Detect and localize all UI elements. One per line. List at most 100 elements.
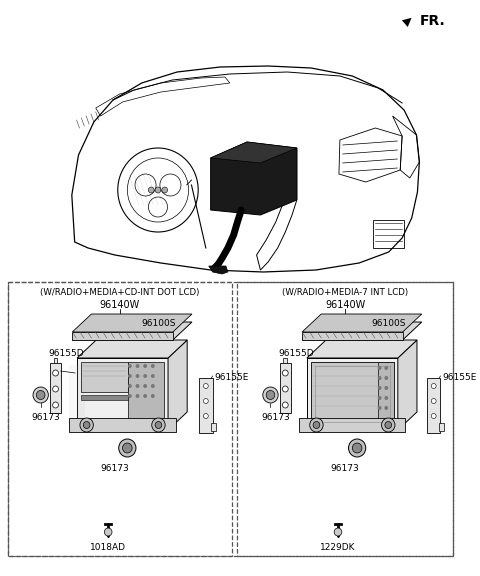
Circle shape [204, 414, 208, 419]
Text: 96173: 96173 [330, 464, 359, 473]
Circle shape [266, 391, 275, 400]
Circle shape [119, 439, 136, 457]
Circle shape [352, 443, 362, 453]
Circle shape [122, 443, 132, 453]
Circle shape [378, 396, 382, 400]
Circle shape [148, 187, 154, 193]
Polygon shape [168, 340, 187, 430]
Bar [311, 362, 394, 426]
Bar [299, 418, 406, 432]
Circle shape [53, 370, 59, 376]
Bar [128, 362, 164, 425]
Bar [307, 358, 398, 430]
Bar [81, 362, 128, 392]
Text: FR.: FR. [420, 14, 445, 28]
Text: 96155E: 96155E [443, 373, 477, 382]
Polygon shape [211, 142, 297, 163]
Circle shape [204, 399, 208, 404]
Bar [199, 378, 213, 433]
Circle shape [104, 528, 112, 536]
Text: 96173: 96173 [100, 464, 129, 473]
Circle shape [282, 386, 288, 392]
Circle shape [348, 439, 366, 457]
Circle shape [282, 402, 288, 408]
Text: 96173: 96173 [31, 413, 60, 422]
Circle shape [282, 370, 288, 376]
Text: 96100S: 96100S [372, 319, 406, 328]
Text: 96155E: 96155E [215, 373, 249, 382]
Circle shape [385, 422, 392, 429]
Circle shape [378, 366, 382, 370]
Circle shape [384, 376, 388, 380]
Circle shape [378, 386, 382, 390]
Circle shape [378, 406, 382, 410]
Circle shape [155, 422, 162, 429]
Polygon shape [77, 340, 187, 358]
Circle shape [53, 386, 59, 392]
Circle shape [128, 394, 132, 398]
Bar [72, 332, 173, 340]
Circle shape [162, 187, 168, 193]
Circle shape [135, 364, 139, 368]
Polygon shape [302, 322, 422, 340]
Circle shape [135, 394, 139, 398]
Text: 1018AD: 1018AD [90, 543, 126, 552]
Polygon shape [72, 322, 192, 340]
Text: 96140W: 96140W [325, 300, 365, 310]
Bar [70, 418, 176, 432]
Bar [8, 282, 232, 556]
Circle shape [80, 418, 93, 432]
Circle shape [384, 366, 388, 370]
Circle shape [384, 396, 388, 400]
Text: 96100S: 96100S [142, 319, 176, 328]
Bar [211, 423, 216, 431]
Circle shape [432, 399, 436, 404]
Polygon shape [209, 266, 228, 274]
Polygon shape [72, 314, 192, 332]
Circle shape [135, 374, 139, 378]
Bar [439, 423, 444, 431]
Text: (W/RADIO+MEDIA+CD-INT DOT LCD): (W/RADIO+MEDIA+CD-INT DOT LCD) [40, 288, 199, 297]
Bar [238, 282, 453, 556]
Text: 96173: 96173 [261, 413, 289, 422]
Circle shape [310, 418, 323, 432]
Polygon shape [398, 340, 417, 430]
Circle shape [204, 384, 208, 388]
Circle shape [84, 422, 90, 429]
Bar [283, 358, 287, 363]
Circle shape [151, 374, 155, 378]
Bar [302, 332, 403, 340]
Bar [8, 282, 453, 556]
Polygon shape [211, 142, 297, 215]
Circle shape [128, 384, 132, 388]
Bar [373, 220, 404, 248]
Circle shape [263, 387, 278, 403]
Circle shape [384, 386, 388, 390]
Text: 96140W: 96140W [99, 300, 140, 310]
Circle shape [36, 391, 45, 400]
Circle shape [33, 387, 48, 403]
Circle shape [151, 364, 155, 368]
Circle shape [128, 374, 132, 378]
Polygon shape [307, 340, 417, 358]
Circle shape [432, 384, 436, 388]
Circle shape [384, 406, 388, 410]
Polygon shape [302, 314, 422, 332]
Text: (W/RADIO+MEDIA-7 INT LCD): (W/RADIO+MEDIA-7 INT LCD) [282, 288, 408, 297]
Text: 1229DK: 1229DK [320, 543, 356, 552]
Bar [50, 363, 61, 413]
Circle shape [155, 187, 161, 193]
Circle shape [152, 418, 165, 432]
Bar [54, 358, 58, 363]
Circle shape [143, 394, 147, 398]
Circle shape [432, 414, 436, 419]
Circle shape [313, 422, 320, 429]
Circle shape [143, 364, 147, 368]
Circle shape [151, 384, 155, 388]
Circle shape [382, 418, 395, 432]
Bar [81, 396, 161, 400]
Text: 96155D: 96155D [48, 349, 84, 358]
Circle shape [334, 528, 342, 536]
Circle shape [143, 374, 147, 378]
Text: 96155D: 96155D [278, 349, 314, 358]
